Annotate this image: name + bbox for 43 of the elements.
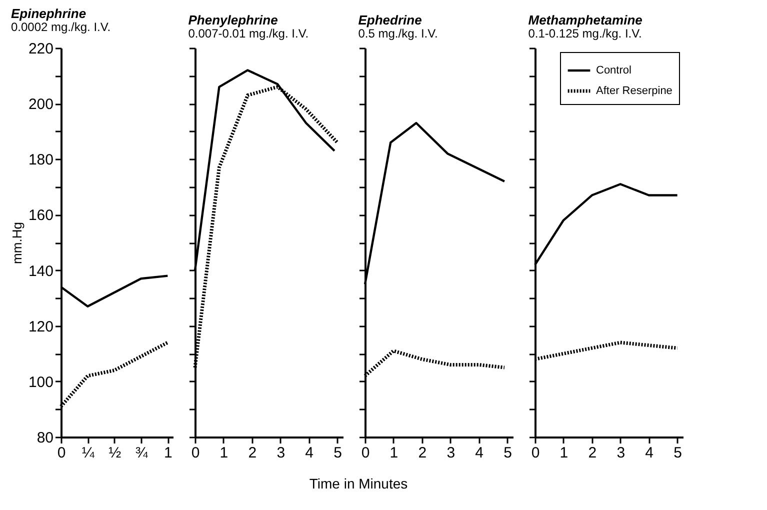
chart-subtitle: 0.1-0.125 mg./kg. I.V.: [528, 26, 642, 40]
chart-subtitle: 0.0002 mg./kg. I.V.: [10, 20, 111, 34]
x-tick-label: 4: [645, 444, 654, 462]
y-tick-label: 80: [36, 430, 54, 446]
legend-label: Control: [596, 64, 632, 76]
x-tick-label: 4: [475, 444, 484, 462]
legend-label: After Reserpine: [596, 85, 672, 97]
x-tick-label: 1: [560, 444, 568, 462]
x-tick-label: 5: [674, 444, 682, 462]
chart-title: Methamphetamine: [528, 12, 642, 28]
x-tick-label: 2: [248, 444, 257, 462]
y-tick-label: 120: [28, 318, 54, 336]
y-tick-label: 200: [28, 96, 54, 114]
x-tick-label: 0: [361, 444, 370, 462]
chart-subtitle: 0.5 mg./kg. I.V.: [358, 26, 438, 40]
x-axis-title: Time in Minutes: [309, 476, 408, 492]
y-tick-label: 160: [28, 207, 54, 224]
x-tick-label: 3: [276, 444, 286, 462]
x-tick-label: ¾: [135, 444, 148, 462]
x-tick-label: 2: [588, 444, 597, 462]
x-tick-label: ½: [108, 444, 122, 462]
chart-title: Ephedrine: [358, 12, 422, 28]
x-tick-label: ¼: [82, 444, 95, 462]
x-tick-label: 3: [446, 444, 456, 462]
x-tick-label: 3: [616, 444, 626, 462]
y-tick-label: 220: [28, 40, 54, 58]
x-tick-label: 1: [390, 444, 398, 462]
y-tick-label: 140: [28, 262, 54, 280]
x-tick-label: 5: [334, 444, 342, 462]
x-tick-label: 1: [220, 444, 228, 462]
chart-subtitle: 0.007-0.01 mg./kg. I.V.: [188, 26, 309, 40]
y-axis-title: mm.Hg: [9, 222, 24, 264]
x-tick-label: 5: [504, 444, 512, 462]
x-tick-label: 0: [531, 444, 540, 462]
y-tick-label: 180: [28, 152, 54, 169]
x-tick-label: 4: [305, 444, 314, 462]
y-tick-label: 100: [28, 374, 54, 391]
x-tick-label: 2: [418, 444, 427, 462]
x-tick-label: 0: [191, 444, 200, 462]
chart-title: Epinephrine: [10, 6, 86, 21]
chart-title: Phenylephrine: [188, 12, 278, 28]
x-tick-label: 0: [57, 444, 66, 462]
x-tick-label: 1: [164, 444, 172, 462]
